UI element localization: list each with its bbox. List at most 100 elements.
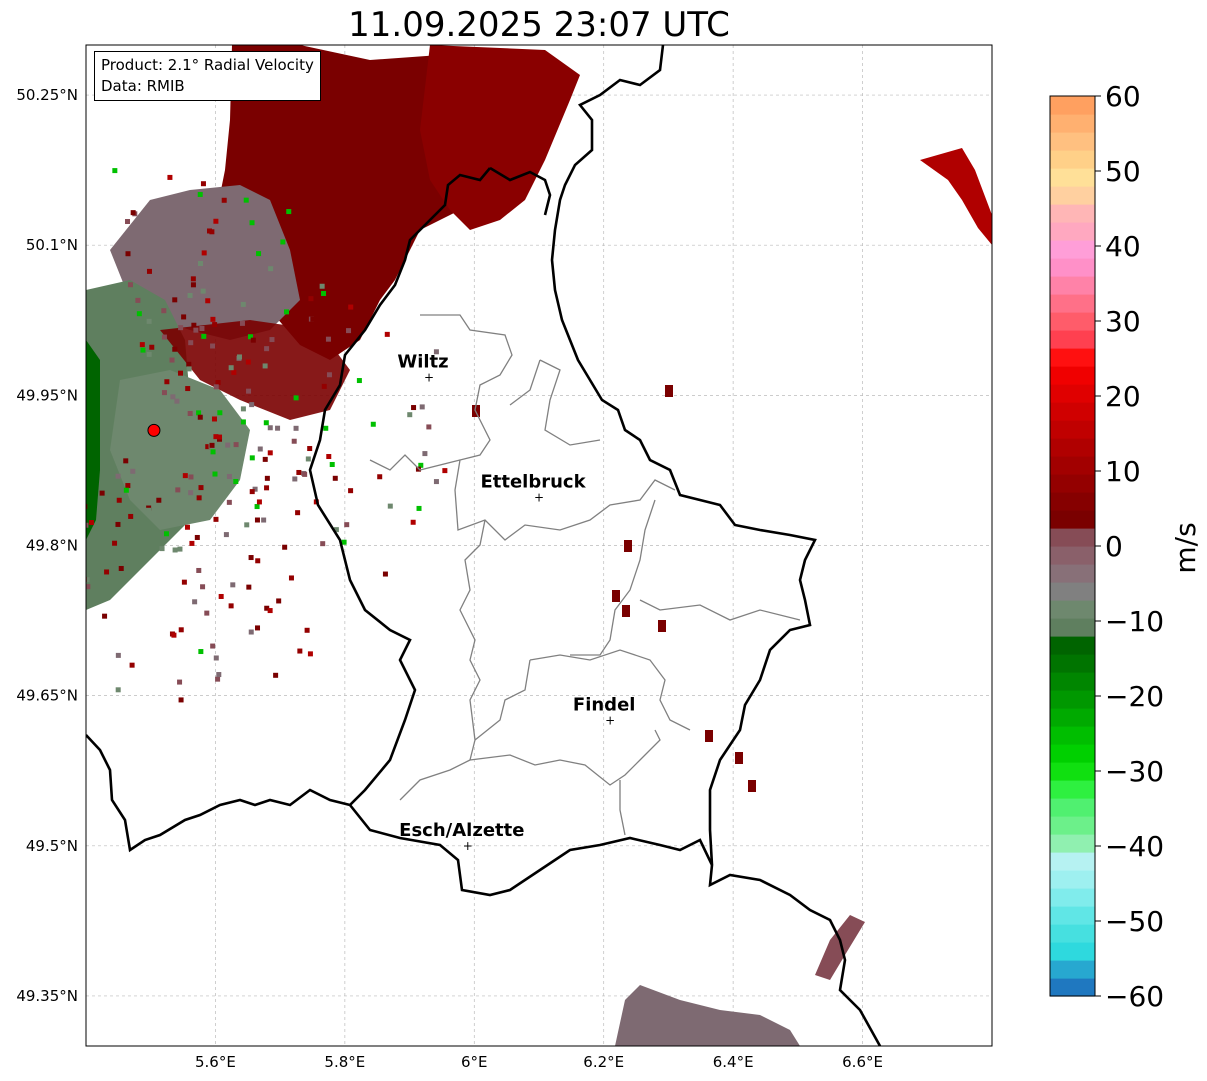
colorbar-segment — [1050, 276, 1095, 295]
echo-pixel — [240, 301, 246, 307]
colorbar-segment — [1050, 474, 1095, 493]
city-label: Findel — [573, 695, 636, 716]
colorbar-segment — [1050, 708, 1095, 727]
echo-pixel — [201, 333, 207, 339]
echo-pixel — [348, 304, 354, 310]
colorbar-segment — [1050, 762, 1095, 781]
echo-pixel — [131, 460, 137, 466]
echo-pixel — [102, 613, 108, 619]
echo-pixel — [321, 383, 327, 389]
echo-pixel — [293, 425, 299, 431]
echo-pixel — [240, 419, 246, 425]
lon-tick-label: 5.6°E — [195, 1053, 236, 1071]
colorbar-segment — [1050, 528, 1095, 547]
colorbar-tick-label: 30 — [1105, 305, 1141, 338]
echo-pixel — [177, 546, 183, 552]
echo-pixel — [236, 354, 242, 360]
echo-pixel — [288, 575, 294, 581]
echo-pixel — [275, 425, 281, 431]
echo-pixel — [276, 598, 282, 604]
echo-pixel — [346, 328, 352, 334]
colorbar-segment — [1050, 312, 1095, 331]
echo-pixel — [76, 592, 81, 597]
echo-pixel — [197, 191, 203, 197]
colorbar-segment — [1050, 240, 1095, 259]
echo-pixel — [104, 569, 110, 575]
echo-pixel — [125, 251, 131, 257]
echo-pixel — [189, 540, 195, 546]
echo-pixel — [37, 575, 42, 580]
echo-pixel — [411, 405, 417, 411]
echo-pixel — [172, 513, 178, 519]
echo-pixel — [199, 325, 205, 331]
echo-pixel — [255, 558, 261, 564]
echo-pixel — [216, 672, 222, 678]
echo-pixel — [269, 337, 275, 343]
echo-pixel — [212, 471, 218, 477]
echo-pixel — [139, 342, 145, 348]
colorbar-segment — [1050, 402, 1095, 421]
echo-cell — [665, 385, 673, 397]
echo-pixel — [267, 425, 273, 431]
echo-pixel — [307, 651, 313, 657]
echo-pixel — [215, 380, 221, 386]
echo-cell — [705, 730, 713, 742]
echo-pixel — [233, 479, 239, 484]
echo-pixel — [172, 297, 178, 303]
echo-pixel — [197, 414, 203, 420]
echo-pixel — [326, 454, 332, 460]
echo-pixel — [295, 510, 301, 516]
echo-pixel — [185, 386, 191, 392]
echo-pixel — [187, 410, 193, 416]
echo-pixel — [370, 421, 376, 427]
echo-pixel — [233, 442, 239, 448]
echo-pixel — [296, 469, 302, 475]
colorbar-segment — [1050, 510, 1095, 529]
echo-pixel — [333, 527, 339, 533]
echo-pixel — [149, 344, 155, 350]
echo-pixel — [123, 487, 129, 493]
radar-site-marker — [147, 423, 161, 437]
map-frame — [85, 44, 993, 1047]
echo-pixel — [307, 446, 313, 452]
echo-pixel — [191, 322, 197, 328]
colorbar-segment — [1050, 726, 1095, 745]
colorbar-segment — [1050, 690, 1095, 709]
echo-pixel — [442, 468, 448, 474]
echo-pixel — [332, 350, 338, 356]
echo-pixel — [293, 395, 299, 401]
echo-pixel — [228, 365, 234, 371]
echo-pixel — [172, 547, 178, 553]
echo-pixel — [115, 687, 121, 693]
echo-cell — [612, 590, 620, 602]
echo-pixel — [193, 327, 199, 333]
colorbar-segment — [1050, 798, 1095, 817]
echo-pixel — [305, 456, 311, 462]
echo-pixel — [264, 605, 270, 611]
echo-pixel — [223, 532, 229, 538]
echo-pixel — [248, 629, 254, 635]
echo-pixel — [341, 539, 347, 545]
echo-region-east — [920, 148, 992, 245]
echo-pixel — [384, 331, 390, 337]
echo-pixel — [286, 209, 292, 215]
echo-pixel — [231, 369, 237, 375]
echo-pixel — [200, 181, 206, 187]
echo-pixel — [172, 346, 178, 352]
echo-pixel — [21, 619, 26, 624]
echo-pixel — [416, 505, 422, 511]
echo-pixel — [249, 455, 255, 461]
echo-pixel — [171, 632, 177, 638]
echo-pixel — [329, 462, 335, 468]
echo-pixel — [129, 662, 135, 668]
colorbar-segment — [1050, 780, 1095, 799]
echo-pixel — [115, 521, 121, 527]
echo-pixel — [161, 334, 167, 340]
echo-pixel — [99, 490, 105, 496]
colorbar-tick-label: 10 — [1105, 455, 1141, 488]
echo-pixel — [169, 357, 175, 363]
echo-pixel — [188, 490, 194, 496]
colorbar-tick-label: −40 — [1105, 830, 1164, 863]
map-title: 11.09.2025 23:07 UTC — [348, 5, 730, 45]
echo-pixel — [304, 627, 310, 633]
